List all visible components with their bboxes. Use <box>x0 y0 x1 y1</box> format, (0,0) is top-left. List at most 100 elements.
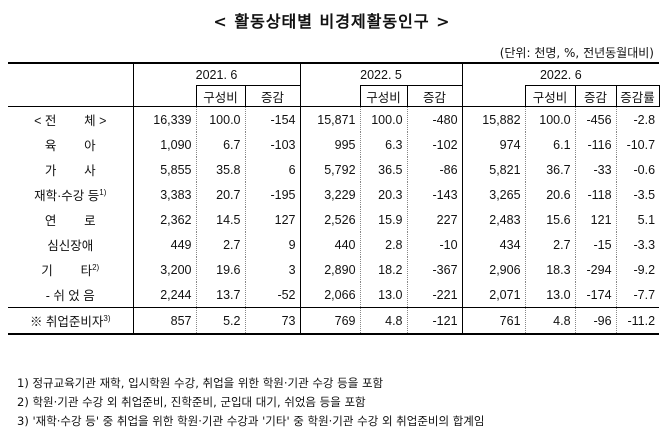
table-cell: 100.0 <box>359 106 408 132</box>
table-row: - 쉬 었 음 2,244 13.7 -52 2,066 13.0 -221 2,071 13.… <box>8 282 660 308</box>
footnote: 2) 학원·기관 수강 외 취업준비, 진학준비, 군입대 대기, 쉬었음 등을… <box>17 395 366 409</box>
table-row: 육 아 1,090 6.7 -103 995 6.3 -102 974 6.1 -116 -10.7 <box>8 132 660 157</box>
table-cell: 5.2 <box>195 307 245 334</box>
table-cell: 2.7 <box>524 232 576 257</box>
table-cell: -0.6 <box>615 157 660 182</box>
table-cell: 3,265 <box>461 182 526 207</box>
table-cell: 3,229 <box>299 182 361 207</box>
table-cell: -174 <box>574 282 617 308</box>
table-cell: -154 <box>244 106 301 132</box>
table-cell: 15,882 <box>461 106 526 132</box>
table-cell: 2,066 <box>299 282 361 308</box>
table-row: 재학·수강 등1) 3,383 20.7 -195 3,229 20.3 -143 3,265… <box>8 182 660 207</box>
table-cell: -86 <box>406 157 463 182</box>
table-cell: 127 <box>244 207 301 232</box>
table-cell: 18.2 <box>359 257 408 282</box>
table-cell: -121 <box>406 307 463 334</box>
table-cell: -10.7 <box>615 132 660 157</box>
table-cell: -52 <box>244 282 301 308</box>
row-label: 가 사 <box>44 164 96 178</box>
table-cell: 2,483 <box>461 207 526 232</box>
row-label: 기 타2) <box>41 262 100 278</box>
table-cell: 6.1 <box>524 132 576 157</box>
header-row-periods: 2021. 6 2022. 5 2022. 6 <box>8 63 660 86</box>
table-cell: 2.7 <box>195 232 245 257</box>
table-cell: -3.3 <box>615 232 660 257</box>
table-cell: 974 <box>461 132 526 157</box>
table-cell: 4.8 <box>524 307 576 334</box>
change-header: 증감 <box>406 85 463 107</box>
table-cell: -456 <box>574 106 617 132</box>
table-cell: -294 <box>574 257 617 282</box>
table-cell: 73 <box>244 307 301 334</box>
row-label: < 전 체 > <box>34 114 107 128</box>
footnotes: 1) 정규교육기관 재학, 입시학원 수강, 취업을 위한 학원·기관 수강 등… <box>17 374 484 431</box>
table-cell: -3.5 <box>615 182 660 207</box>
table-cell: -367 <box>406 257 463 282</box>
table-cell: 769 <box>299 307 361 334</box>
table-cell: -195 <box>244 182 301 207</box>
share-header: 구성비 <box>359 85 408 107</box>
table-cell: 9 <box>244 232 301 257</box>
table-cell: 5,855 <box>132 157 196 182</box>
period-header: 2021. 6 <box>132 63 301 86</box>
table-cell: 20.3 <box>359 182 408 207</box>
table-row: 심신장애 449 2.7 9 440 2.8 -10 434 2.7 -15 -3.3 <box>8 232 660 257</box>
unit-note: (단위: 천명, %, 전년동월대비) <box>499 46 654 60</box>
table-cell: 3,383 <box>132 182 196 207</box>
table-cell: 3,200 <box>132 257 196 282</box>
table-cell: -15 <box>574 232 617 257</box>
table-cell: 20.6 <box>524 182 576 207</box>
table-cell: -102 <box>406 132 463 157</box>
rate-header: 증감률 <box>615 85 660 107</box>
table-cell: 18.3 <box>524 257 576 282</box>
table-cell: 6.3 <box>359 132 408 157</box>
table-cell: 13.0 <box>359 282 408 308</box>
table-cell: 121 <box>574 207 617 232</box>
table-cell: 14.5 <box>195 207 245 232</box>
share-header: 구성비 <box>524 85 576 107</box>
table-cell: -103 <box>244 132 301 157</box>
table-cell: 2,071 <box>461 282 526 308</box>
table-cell: -143 <box>406 182 463 207</box>
page-title: < 활동상태별 비경제활동인구 > <box>213 12 451 31</box>
table-cell: -118 <box>574 182 617 207</box>
table-cell: 19.6 <box>195 257 245 282</box>
table-cell: -116 <box>574 132 617 157</box>
table-cell: 761 <box>461 307 526 334</box>
table-cell: -2.8 <box>615 106 660 132</box>
table-cell: 2,906 <box>461 257 526 282</box>
header-blank <box>8 63 133 86</box>
row-label: 재학·수강 등1) <box>34 187 107 203</box>
period-header: 2022. 6 <box>461 63 660 86</box>
table-cell: 36.7 <box>524 157 576 182</box>
table-cell: 100.0 <box>195 106 245 132</box>
table-cell: 15,871 <box>299 106 361 132</box>
table-cell: -10 <box>406 232 463 257</box>
table-cell: -11.2 <box>615 307 660 334</box>
table-cell: 6 <box>244 157 301 182</box>
table-row: 기 타2) 3,200 19.6 3 2,890 18.2 -367 2,906 18.3 -29… <box>8 257 660 282</box>
header-row-sub: 구성비 증감 구성비 증감 구성비 증감 증감률 <box>8 85 660 107</box>
footnote: 3) '재학·수강 등' 중 취업을 위한 학원·기관 수강과 '기타' 중 학… <box>17 414 485 428</box>
table-cell: 36.5 <box>359 157 408 182</box>
table-cell: 857 <box>132 307 196 334</box>
table-cell: 2,362 <box>132 207 196 232</box>
footnote: 1) 정규교육기관 재학, 입시학원 수강, 취업을 위한 학원·기관 수강 등… <box>17 376 384 390</box>
period-header: 2022. 5 <box>299 63 463 86</box>
row-label: 육 아 <box>44 139 96 153</box>
table-cell: 13.0 <box>524 282 576 308</box>
table-cell: 2,244 <box>132 282 196 308</box>
table-cell: 5,821 <box>461 157 526 182</box>
table-cell: -221 <box>406 282 463 308</box>
row-label: ※ 취업준비자3) <box>29 313 111 329</box>
row-label: - 쉬 었 음 <box>45 289 95 303</box>
table-cell: 35.8 <box>195 157 245 182</box>
table-row: ※ 취업준비자3) 857 5.2 73 769 4.8 -121 761 4.8 -96 -11.… <box>8 307 660 334</box>
table-cell: 6.7 <box>195 132 245 157</box>
share-header: 구성비 <box>195 85 246 107</box>
table-cell: -9.2 <box>615 257 660 282</box>
change-header: 증감 <box>244 85 301 107</box>
table-cell: -33 <box>574 157 617 182</box>
header-blank <box>8 86 133 107</box>
